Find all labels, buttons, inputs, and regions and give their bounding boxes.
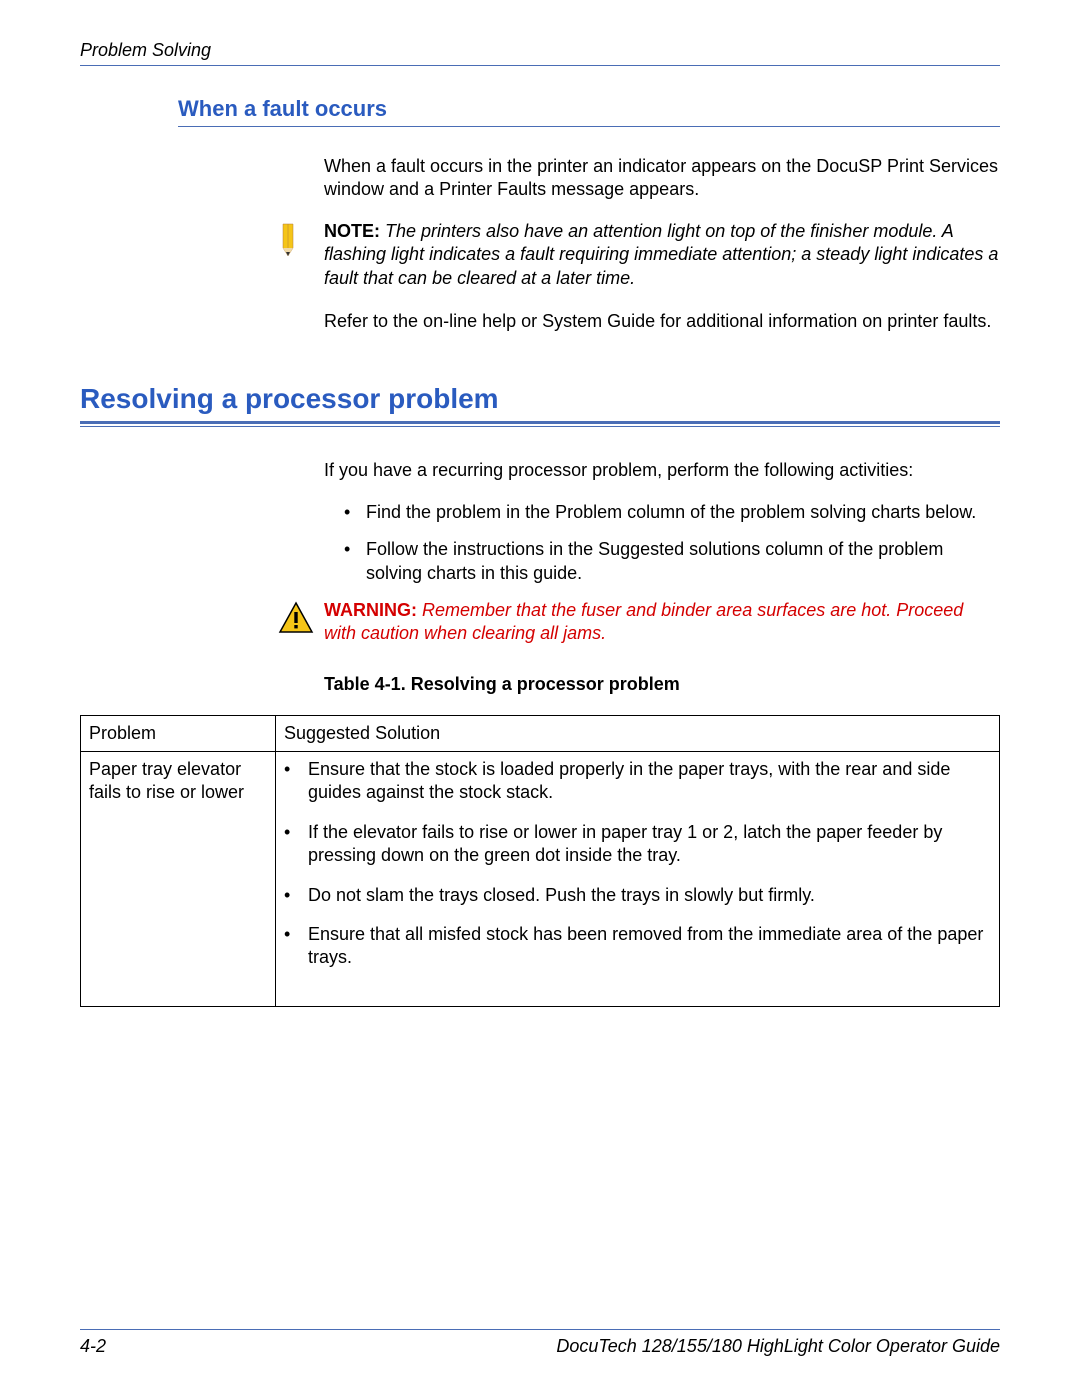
subsection-refer: Refer to the on-line help or System Guid…: [324, 310, 1000, 333]
table-row: Paper tray elevator fails to rise or low…: [81, 752, 1000, 1007]
list-item: • If the elevator fails to rise or lower…: [284, 821, 991, 868]
solution-cell: • Ensure that the stock is loaded proper…: [276, 752, 1000, 1007]
warning-block: WARNING: Remember that the fuser and bin…: [278, 599, 1000, 646]
bullet-dot: •: [344, 501, 366, 524]
subsection-intro: When a fault occurs in the printer an in…: [324, 155, 1000, 202]
section-intro: If you have a recurring processor proble…: [324, 459, 1000, 482]
col-solution-header: Suggested Solution: [276, 715, 1000, 751]
list-item: • Follow the instructions in the Suggest…: [344, 538, 1000, 585]
col-problem-header: Problem: [81, 715, 276, 751]
bullet-dot: •: [284, 821, 308, 868]
bullet-text: Follow the instructions in the Suggested…: [366, 538, 1000, 585]
subsection-underline: [178, 126, 1000, 127]
bullet-dot: •: [284, 758, 308, 805]
section-double-rule: [80, 421, 1000, 427]
warning-text: WARNING: Remember that the fuser and bin…: [324, 599, 1000, 646]
list-item: • Ensure that the stock is loaded proper…: [284, 758, 991, 805]
note-text: NOTE: The printers also have an attentio…: [324, 220, 1000, 290]
bullet-dot: •: [284, 923, 308, 970]
warning-icon: [278, 599, 324, 646]
solution-text: Do not slam the trays closed. Push the t…: [308, 884, 815, 907]
section-bullets: • Find the problem in the Problem column…: [344, 501, 1000, 585]
footer-doc-title: DocuTech 128/155/180 HighLight Color Ope…: [556, 1336, 1000, 1357]
footer-page-number: 4-2: [80, 1336, 106, 1357]
bullet-dot: •: [344, 538, 366, 585]
table-header-row: Problem Suggested Solution: [81, 715, 1000, 751]
pencil-icon: [278, 220, 324, 290]
table-caption: Table 4-1. Resolving a processor problem: [324, 674, 1000, 695]
problem-table: Problem Suggested Solution Paper tray el…: [80, 715, 1000, 1007]
warning-label: WARNING:: [324, 600, 417, 620]
list-item: • Find the problem in the Problem column…: [344, 501, 1000, 524]
page-footer: 4-2 DocuTech 128/155/180 HighLight Color…: [80, 1329, 1000, 1357]
solution-text: Ensure that all misfed stock has been re…: [308, 923, 991, 970]
header-section-name: Problem Solving: [80, 40, 211, 61]
bullet-dot: •: [284, 884, 308, 907]
list-item: • Ensure that all misfed stock has been …: [284, 923, 991, 970]
list-item: • Do not slam the trays closed. Push the…: [284, 884, 991, 907]
warning-body: Remember that the fuser and binder area …: [324, 600, 963, 643]
section-title: Resolving a processor problem: [80, 383, 1000, 415]
page-header: Problem Solving: [80, 40, 1000, 66]
bullet-text: Find the problem in the Problem column o…: [366, 501, 976, 524]
problem-cell: Paper tray elevator fails to rise or low…: [81, 752, 276, 1007]
note-label: NOTE:: [324, 221, 380, 241]
solution-text: Ensure that the stock is loaded properly…: [308, 758, 991, 805]
note-block: NOTE: The printers also have an attentio…: [278, 220, 1000, 290]
subsection-title: When a fault occurs: [178, 96, 1000, 122]
solution-text: If the elevator fails to rise or lower i…: [308, 821, 991, 868]
note-body: The printers also have an attention ligh…: [324, 221, 998, 288]
